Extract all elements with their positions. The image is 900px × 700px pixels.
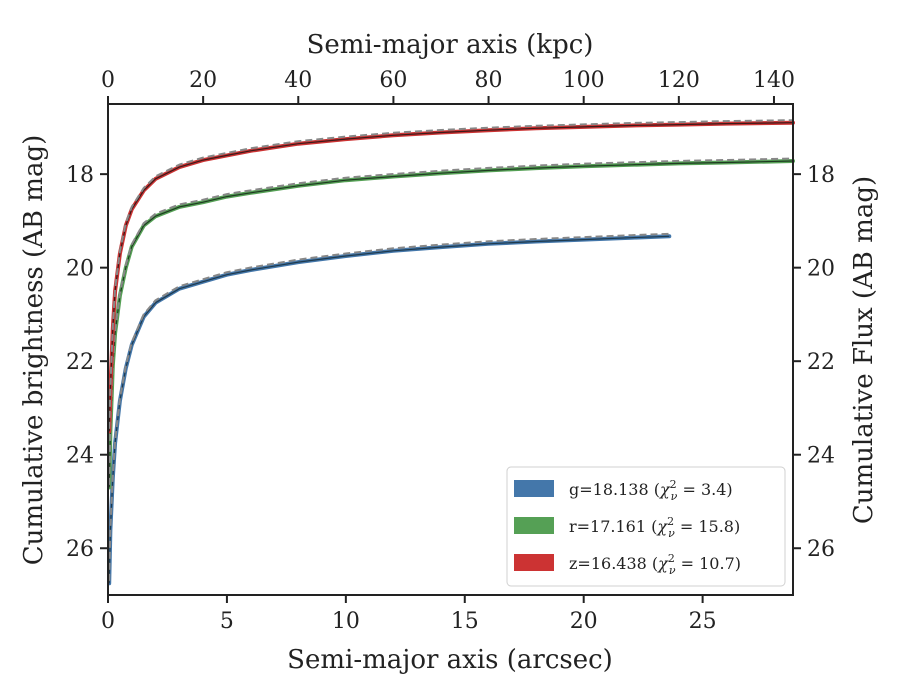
legend: g=18.138 (χ2 ν = 3.4)r=17.161 (χ2 ν = 15.8… bbox=[506, 466, 786, 587]
x2-tick-label-6: 120 bbox=[658, 68, 700, 93]
x2-tick-label-1: 20 bbox=[189, 68, 217, 93]
x2-axis-label: Semi-major axis (kpc) bbox=[307, 30, 594, 60]
y-tick-label-0: 18 bbox=[66, 163, 94, 188]
x2-tick-label-3: 60 bbox=[379, 68, 407, 93]
series-layer bbox=[107, 119, 795, 586]
x-tick-label-2: 10 bbox=[332, 609, 360, 634]
y-tick-label-3: 24 bbox=[66, 444, 94, 469]
model-dashed-line-0 bbox=[108, 232, 670, 581]
x2-tick-label-4: 80 bbox=[475, 68, 503, 93]
x2-tick-label-5: 100 bbox=[563, 68, 605, 93]
y2-tick-label-2: 22 bbox=[807, 350, 835, 375]
series-line-1 bbox=[107, 159, 795, 490]
legend-label-part-1-2: 2 bbox=[667, 515, 674, 528]
y2-tick-label-0: 18 bbox=[807, 163, 835, 188]
legend-label-part-0-1: χ bbox=[659, 480, 671, 499]
y-tick-label-2: 22 bbox=[66, 350, 94, 375]
x-tick-label-4: 20 bbox=[570, 609, 598, 634]
legend-label-2: z=16.438 (χ2 ν = 10.7) bbox=[569, 552, 741, 577]
x-tick-label-3: 15 bbox=[451, 609, 479, 634]
y2-tick-label-1: 20 bbox=[807, 257, 835, 282]
x-tick-label-0: 0 bbox=[101, 609, 115, 634]
x-tick-label-1: 5 bbox=[220, 609, 234, 634]
legend-label-part-0-4: = 3.4) bbox=[677, 480, 732, 499]
legend-label-part-1-4: = 15.8) bbox=[675, 517, 740, 536]
y-axis-label: Cumulative brightness (AB mag) bbox=[19, 135, 49, 566]
axes-layer: 0 5 10 15 20 250 20 40 60 80 100 120 140182022242618… bbox=[66, 68, 835, 634]
x2-tick-label-2: 40 bbox=[284, 68, 312, 93]
y-tick-label-1: 20 bbox=[66, 257, 94, 282]
legend-label-part-2-0: z=16.438 ( bbox=[569, 554, 658, 573]
y-tick-label-4: 26 bbox=[66, 537, 94, 562]
legend-label-1: r=17.161 (χ2 ν = 15.8) bbox=[569, 515, 740, 540]
x2-tick-label-7: 140 bbox=[753, 68, 795, 93]
x-axis-label: Semi-major axis (arcsec) bbox=[287, 645, 613, 675]
legend-label-part-2-3: ν bbox=[669, 564, 676, 577]
y2-tick-label-4: 26 bbox=[807, 537, 835, 562]
model-dashed-line-1 bbox=[108, 157, 794, 485]
x-tick-label-5: 25 bbox=[689, 609, 717, 634]
model-line-2 bbox=[108, 122, 794, 432]
y2-tick-label-3: 24 bbox=[807, 444, 835, 469]
series-line-2 bbox=[107, 120, 795, 434]
plot-frame bbox=[107, 103, 794, 596]
legend-label-part-0-2: 2 bbox=[670, 478, 677, 491]
model-dashed-line-2 bbox=[108, 119, 794, 429]
legend-label-0: g=18.138 (χ2 ν = 3.4) bbox=[569, 478, 733, 503]
x2-tick-label-0: 0 bbox=[101, 68, 115, 93]
legend-label-part-2-2: 2 bbox=[668, 552, 675, 565]
legend-swatch-1 bbox=[514, 517, 554, 534]
legend-label-part-2-4: = 10.7) bbox=[676, 554, 741, 573]
legend-label-part-2-1: χ bbox=[657, 554, 669, 573]
legend-label-part-1-3: ν bbox=[668, 527, 675, 540]
legend-label-part-1-0: r=17.161 ( bbox=[569, 517, 657, 536]
y2-axis-label: Cumulative Flux (AB mag) bbox=[849, 176, 879, 524]
legend-swatch-0 bbox=[514, 480, 554, 497]
legend-label-part-0-3: ν bbox=[671, 490, 678, 503]
legend-frame bbox=[506, 466, 786, 587]
legend-label-part-1-1: χ bbox=[656, 517, 668, 536]
legend-swatch-2 bbox=[514, 554, 554, 571]
model-line-1 bbox=[108, 160, 794, 488]
legend-label-part-0-0: g=18.138 ( bbox=[569, 480, 660, 499]
